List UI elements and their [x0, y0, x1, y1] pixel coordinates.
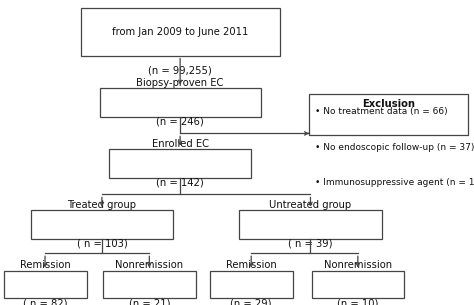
Text: (n = 10): (n = 10) [337, 298, 379, 305]
Text: ( n = 103): ( n = 103) [76, 238, 128, 248]
FancyBboxPatch shape [210, 271, 292, 298]
Text: from Jan 2009 to June 2011: from Jan 2009 to June 2011 [112, 27, 248, 37]
Text: Exclusion: Exclusion [362, 99, 415, 109]
Text: (n = 246): (n = 246) [156, 116, 204, 126]
FancyBboxPatch shape [309, 94, 468, 135]
Text: • No treatment data (n = 66): • No treatment data (n = 66) [315, 107, 447, 116]
Text: Nonremission: Nonremission [324, 260, 392, 270]
Text: Biopsy-proven EC: Biopsy-proven EC [137, 78, 224, 88]
FancyBboxPatch shape [239, 210, 382, 239]
FancyBboxPatch shape [109, 149, 251, 178]
FancyBboxPatch shape [311, 271, 404, 298]
FancyBboxPatch shape [103, 271, 195, 298]
Text: Remission: Remission [19, 260, 71, 270]
FancyBboxPatch shape [81, 8, 280, 56]
Text: ( n = 82): ( n = 82) [23, 298, 67, 305]
Text: (n = 142): (n = 142) [156, 177, 204, 187]
FancyBboxPatch shape [4, 271, 86, 298]
FancyBboxPatch shape [100, 88, 261, 117]
Text: Untreated group: Untreated group [269, 200, 352, 210]
Text: (n = 21): (n = 21) [128, 298, 170, 305]
Text: ( n = 39): ( n = 39) [288, 238, 333, 248]
Text: (n = 29): (n = 29) [230, 298, 272, 305]
Text: (n = 99,255): (n = 99,255) [148, 65, 212, 75]
Text: • No endoscopic follow-up (n = 37): • No endoscopic follow-up (n = 37) [315, 143, 474, 152]
Text: Remission: Remission [226, 260, 277, 270]
Text: Treated group: Treated group [67, 200, 137, 210]
Text: Enrolled EC: Enrolled EC [152, 139, 209, 149]
Text: • Immunosuppressive agent (n = 1): • Immunosuppressive agent (n = 1) [315, 178, 474, 188]
FancyBboxPatch shape [31, 210, 173, 239]
Text: Nonremission: Nonremission [115, 260, 183, 270]
